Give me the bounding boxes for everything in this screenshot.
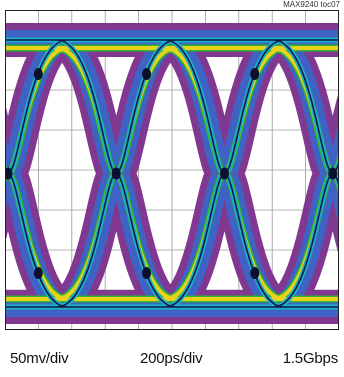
data-rate-label: 1.5Gbps (282, 350, 339, 367)
trace-density-dot (33, 267, 43, 279)
plot-frame (5, 10, 339, 330)
trace-density-dot (111, 167, 121, 180)
trace-density-dot (142, 68, 152, 80)
figure-tag: MAX9240 toc07 (283, 0, 340, 9)
trace-density-dot (142, 267, 152, 279)
horizontal-scale-label: 200ps/div (140, 350, 203, 367)
trace-density-dot (219, 167, 229, 180)
trace-density-dot (250, 267, 260, 279)
eye-traces (5, 23, 339, 324)
trace-density-dot (250, 68, 260, 80)
trace-density-dot (33, 68, 43, 80)
eye-diagram-plot (5, 10, 339, 330)
trace-density-dot (5, 167, 13, 180)
vertical-scale-label: 50mv/div (10, 350, 69, 367)
trace-density-dot (328, 167, 338, 180)
